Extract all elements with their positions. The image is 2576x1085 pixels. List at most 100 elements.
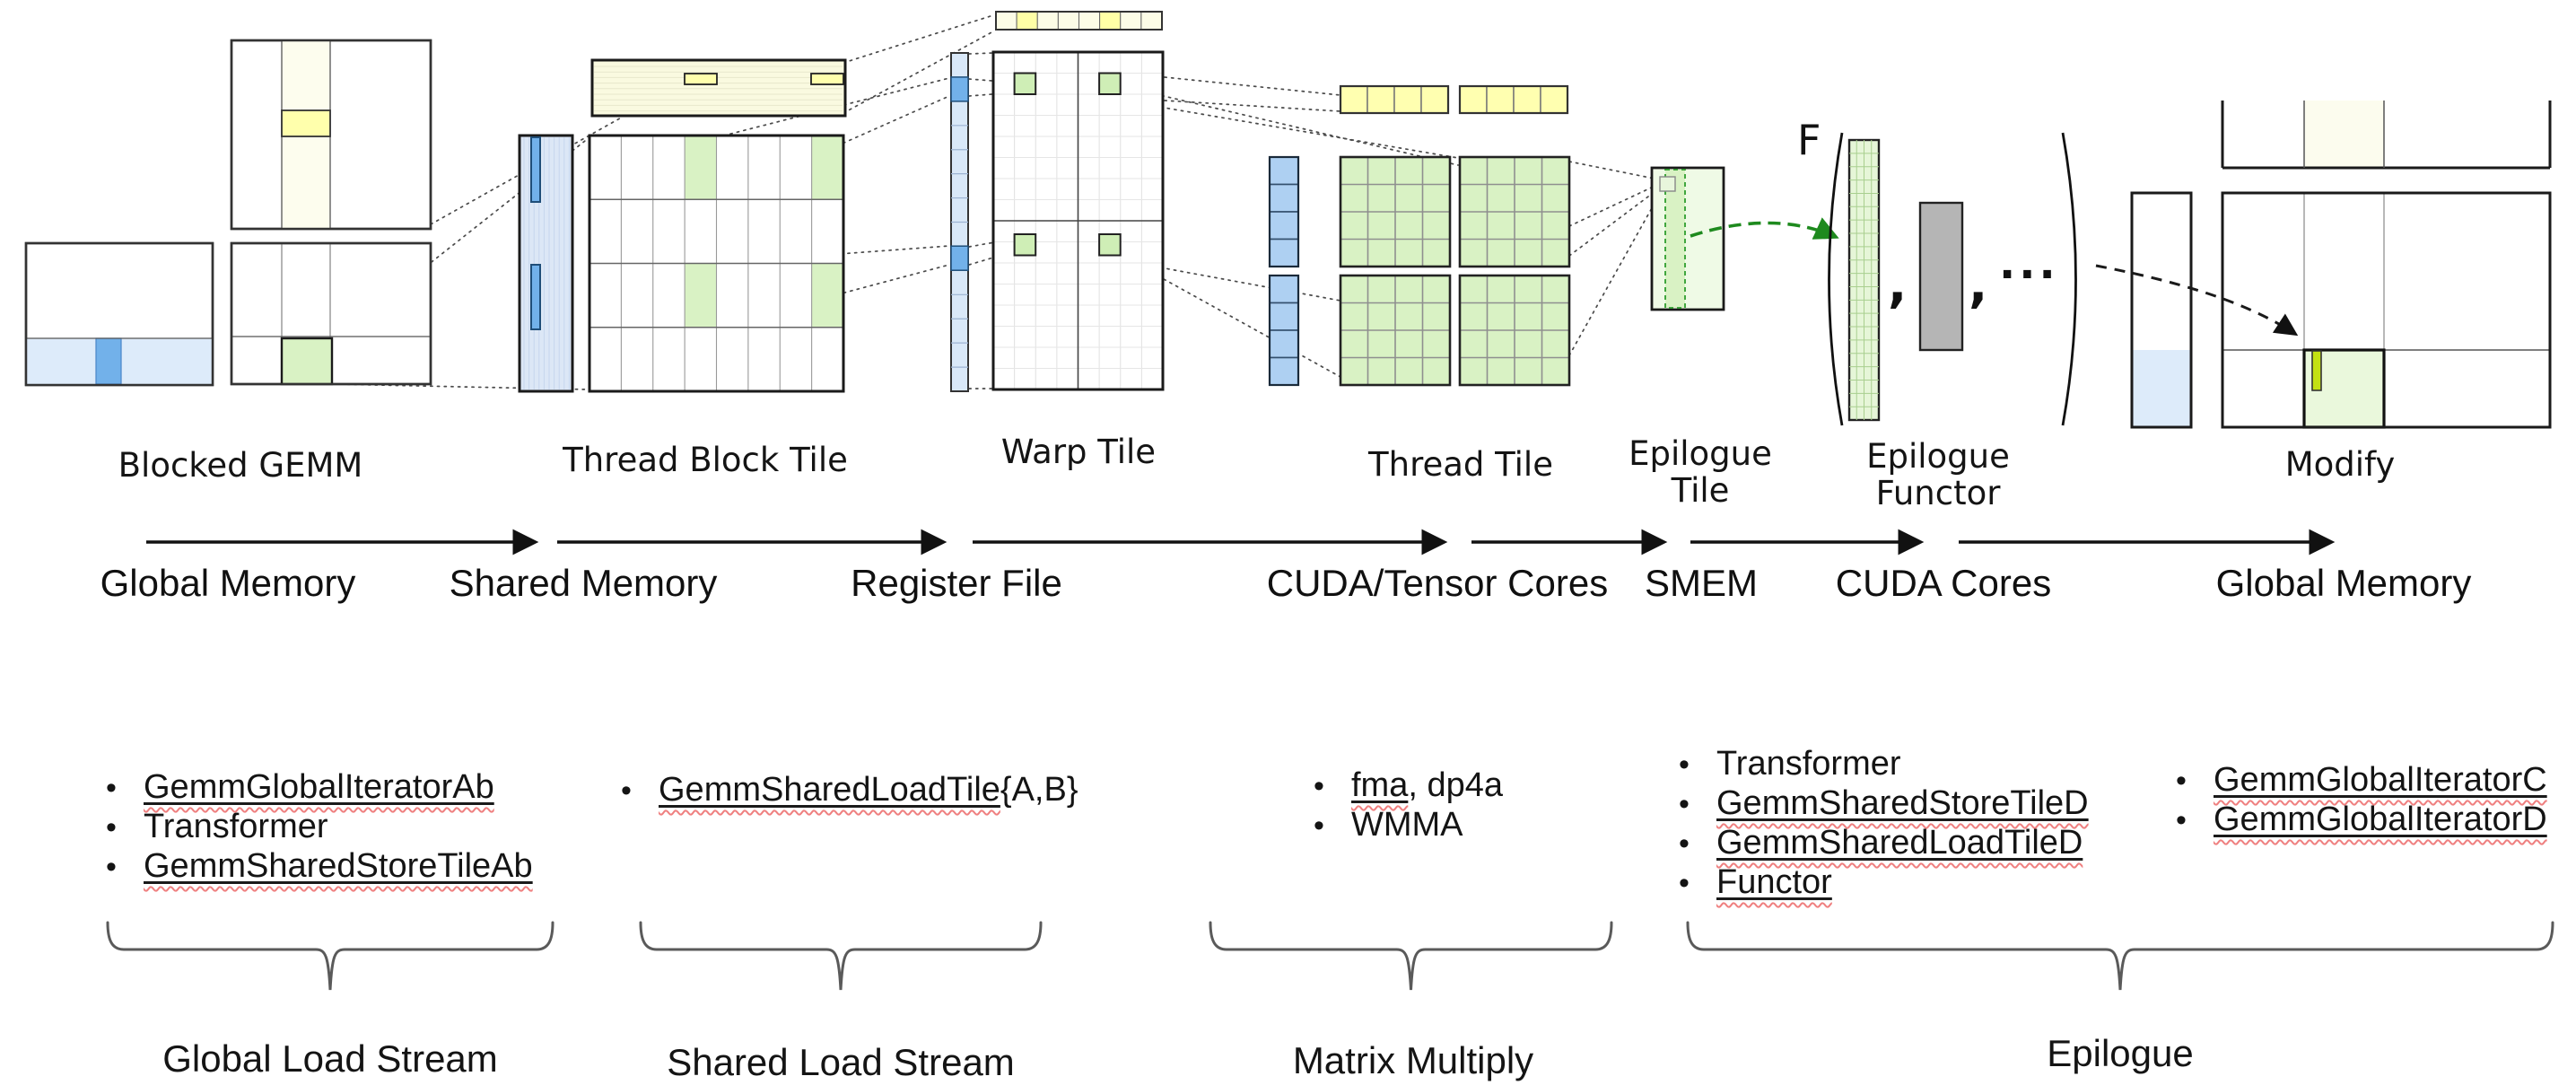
plain-term: Transformer [1716,745,1901,783]
bullet-dot-icon: • [1679,827,1690,861]
shared-b-fragment [810,73,844,85]
stream-brace [639,921,1043,991]
thread-yellow-cell [1420,85,1449,114]
epilogue-tile-column [1664,169,1686,309]
matrix-a-border [24,241,214,387]
bullet-text: GemmGlobalIteratorC [2214,761,2547,800]
bullet-item: • GemmSharedLoadTile{A,B} [621,771,1078,810]
bullet-text: GemmGlobalIteratorAb [144,768,494,807]
shared-b-bar-stripes [594,66,843,112]
thread-yellow-cell [1513,85,1541,114]
thread-blue-strip-border [1268,274,1300,387]
epilogue-tile-group [1650,166,1839,311]
label-register-file: Register File [851,562,1062,604]
modify-c-border [2221,191,2552,429]
bullet-item: • GemmSharedLoadTileD [1679,824,2089,863]
threadblock-green-cell [685,136,717,200]
plain-term: {A,B} [1000,771,1078,809]
label-modify: Modify [2284,445,2396,484]
bullet-text: GemmSharedStoreTileD [1716,784,2089,823]
functor-comma: , [1969,256,1987,314]
dotted-connector [1568,188,1660,257]
label-global-memory-right: Global Memory [2215,562,2472,604]
label-smem: SMEM [1645,562,1758,604]
bullet-dot-icon: • [1314,769,1324,803]
bullet-dot-icon: • [1314,809,1324,843]
bullet-text: fma, dp4a [1351,766,1503,805]
dotted-connector [843,14,994,64]
register-file-strip [950,52,969,392]
bullet-dot-icon: • [2176,803,2187,837]
bullet-dot-icon: • [1679,787,1690,821]
bullet-list-shared-load: • GemmSharedLoadTile{A,B} [621,771,1078,810]
matrix-c-tile-highlight [280,337,334,386]
bullet-item: • GemmSharedStoreTileD [1679,784,2089,824]
epilogue-tile-subcell [1659,176,1676,192]
modify-written-fragment [2311,350,2322,391]
threadblock-grid-border [588,134,845,393]
bullet-item: • WMMA [1314,806,1503,845]
underlined-term: GemmSharedStoreTileAb [144,847,533,885]
label-epilogue-tile: Epilogue Tile [1629,435,1772,509]
bullet-item: • GemmSharedStoreTileAb [106,847,533,887]
shared-a-strip-stripes [523,137,570,389]
matrix-a-block-highlight [95,337,122,385]
warp-accumulator-cell [995,11,1017,31]
bullet-item: • Transformer [106,808,533,847]
warp-accumulator-cell [1078,11,1101,31]
thread-tile-group [1268,84,1571,387]
dotted-connector [968,52,994,55]
bullet-dot-icon: • [2176,764,2187,798]
warp-accumulator-cell [1036,11,1059,31]
underlined-term: fma [1351,766,1409,804]
bullet-text: GemmSharedLoadTile{A,B} [659,771,1078,809]
bullet-list-epilogue-main: • Transformer • GemmSharedStoreTileD • GemmSh… [1679,745,2089,903]
underlined-term: GemmGlobalIteratorAb [144,768,494,806]
dotted-connector [1164,76,1341,96]
shared-a-fragment [530,264,541,330]
threadblock-green-cell [811,263,843,328]
underlined-term: GemmSharedStoreTileD [1716,784,2089,822]
dotted-connector [1121,85,1459,166]
bullet-list-matrix-multiply: • fma, dp4a • WMMA [1314,766,1503,845]
bullet-item: • fma, dp4a [1314,766,1503,806]
thread-blue-cell [1269,156,1299,186]
modify-a-blue-cell [2133,350,2190,426]
thread-blue-cell [1269,211,1299,241]
shared-b-bar [590,58,847,118]
warp-accumulator-border [995,11,1163,31]
bullet-text: GemmSharedStoreTileAb [144,847,533,886]
stream-brace [1209,921,1613,991]
bullet-text: Transformer [144,808,328,846]
dotted-connector [1568,191,1662,356]
bullet-item: • GemmGlobalIteratorD [2176,801,2547,840]
thread-yellow-cell [1393,85,1422,114]
matrix-b-block-highlight [281,109,331,137]
matrix-b [230,39,432,231]
warp-accumulator-cell [1120,11,1142,31]
warp-green-cell [1013,72,1037,95]
plain-term: , dp4a [1408,766,1504,804]
warp-green-cell [1013,233,1037,257]
bullet-text: GemmGlobalIteratorD [2214,801,2547,839]
label-epilogue-tile-line2: Tile [1671,471,1730,510]
thread-green-grid-border [1339,274,1452,387]
bullet-dot-icon: • [1679,866,1690,900]
warp-accumulator-cell [1057,11,1079,31]
label-epilogue: Epilogue [2047,1032,2194,1074]
bullet-list-global-load: • GemmGlobalIteratorAb • Transformer • GemmSh… [106,768,533,887]
bullet-item: • GemmGlobalIteratorAb [106,768,533,808]
dotted-connector [968,250,1016,266]
bullet-text: Transformer [1716,745,1901,783]
matrix-c-border [230,241,432,386]
modify-store-arrow [2095,264,2299,337]
label-epilogue-functor-line1: Epilogue [1866,437,2010,476]
bullet-dot-icon: • [621,774,632,808]
warp-accumulator-cell [1016,11,1038,31]
thread-blue-cell [1269,302,1299,331]
stream-brace [1686,921,2554,991]
dotted-connector [843,31,994,114]
modify-c-box [2222,193,2550,427]
label-thread-tile: Thread Tile [1368,445,1553,484]
